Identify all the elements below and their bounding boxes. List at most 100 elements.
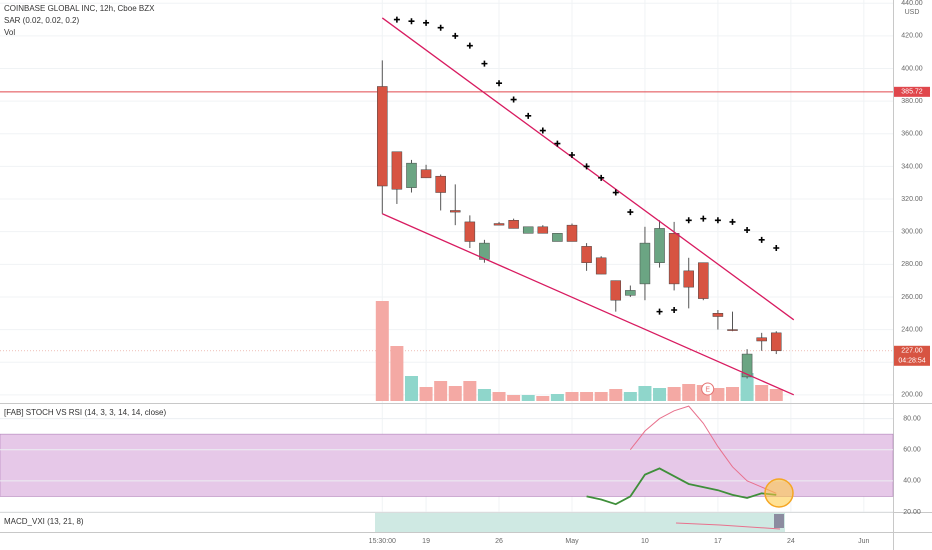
x-tick-label: 10 (641, 538, 649, 545)
volume-bar (404, 376, 418, 401)
candle-body (377, 86, 388, 187)
sar-point (773, 245, 780, 251)
volume-bar (434, 381, 448, 401)
candle-body (464, 221, 476, 242)
x-tick-label: 26 (495, 538, 503, 545)
volume-bar (580, 392, 594, 401)
sar-point (700, 215, 707, 222)
candle-body (698, 262, 709, 299)
earnings-marker (701, 382, 715, 396)
macd-background (375, 513, 785, 532)
pane-title: MACD_VXI (13, 21, 8) (4, 517, 84, 526)
candle-body (610, 280, 622, 301)
sar-point (423, 19, 430, 26)
highlight (764, 478, 794, 508)
trend-line (382, 213, 795, 396)
x-tick-label: 19 (422, 538, 430, 545)
y-tick-label: 320.00 (901, 196, 923, 203)
candle-body (639, 242, 651, 285)
indicator-line (629, 405, 777, 494)
y-tick-label: 200.00 (901, 392, 923, 399)
volume-bar (375, 301, 389, 401)
earnings-label: E (705, 386, 710, 393)
y-tick-label: 20.00 (903, 509, 921, 516)
volume-bar (521, 395, 535, 401)
sar-point (714, 217, 721, 224)
volume-bar (725, 387, 739, 401)
volume-bar (755, 385, 769, 401)
price-label: 385.72 (901, 89, 923, 96)
volume-bar (711, 388, 725, 401)
volume-bar (507, 395, 521, 401)
y-tick-label: 360.00 (901, 131, 923, 138)
candle-body (756, 337, 767, 342)
y-tick-label: 260.00 (901, 294, 923, 301)
sar-point (539, 127, 546, 134)
candle-body (668, 233, 680, 285)
indicator-label: Vol (4, 28, 15, 37)
x-tick-label: 17 (714, 538, 722, 545)
candle-body (406, 162, 417, 188)
indicator-line (586, 467, 777, 506)
candle-body (391, 151, 403, 190)
sar-point (744, 227, 751, 234)
x-tick-label: 15:30:00 (369, 538, 396, 545)
volume-bar (740, 373, 754, 401)
price-label-box (894, 86, 930, 97)
sar-point (568, 152, 575, 158)
volume-bar (623, 392, 637, 401)
indicator-label: SAR (0.02, 0.02, 0.2) (4, 16, 79, 25)
macd-line (675, 522, 781, 530)
y-tick-label: 420.00 (901, 33, 923, 40)
chart-title: COINBASE GLOBAL INC, 12h, Cboe BZX (4, 4, 155, 13)
currency: USD (905, 9, 920, 16)
sar-point (393, 16, 400, 23)
sar-point (554, 140, 561, 147)
volume-bar (682, 384, 696, 401)
sar-point (612, 189, 619, 196)
sar-point (408, 18, 415, 25)
sar-point (598, 174, 605, 181)
volume-bar (594, 392, 608, 401)
sar-point (729, 218, 736, 225)
candle-body (435, 175, 446, 193)
sar-point (656, 308, 663, 315)
candle-body (493, 223, 505, 226)
x-tick-label: May (565, 538, 579, 545)
macd-bar (774, 514, 784, 528)
volume-bar (609, 389, 623, 401)
volume-bar (550, 394, 564, 401)
volume-bar (463, 381, 477, 401)
sar-point (510, 96, 517, 103)
candle-body (625, 290, 636, 296)
sar-point (627, 209, 634, 216)
volume-bar (448, 386, 462, 401)
last-price-box (894, 345, 930, 366)
last-price-label: 227.00 (901, 348, 923, 355)
sar-point (466, 42, 473, 49)
volume-bar (477, 389, 491, 401)
volume-bar (653, 388, 667, 401)
band (0, 433, 894, 497)
candle-body (508, 220, 519, 229)
pane-title: [FAB] STOCH VS RSI (14, 3, 3, 14, 14, cl… (4, 408, 166, 417)
y-tick-label: 340.00 (901, 163, 923, 170)
candle-body (727, 329, 738, 331)
candle-body (522, 226, 534, 234)
candle-body (420, 169, 432, 179)
candle-body (771, 332, 782, 352)
volume-bar (390, 346, 404, 401)
y-tick-label: 40.00 (903, 478, 921, 485)
sar-point (685, 217, 692, 224)
y-tick-label: 240.00 (901, 326, 923, 333)
y-tick-label: 300.00 (901, 229, 923, 236)
volume-bar (667, 387, 681, 401)
volume-bar (565, 392, 579, 401)
candle-body (712, 313, 724, 317)
candle-body (450, 210, 461, 213)
sar-point (525, 112, 532, 119)
sar-point (452, 32, 459, 39)
y-tick-label: 80.00 (903, 415, 921, 422)
x-tick-label: 24 (787, 538, 795, 545)
